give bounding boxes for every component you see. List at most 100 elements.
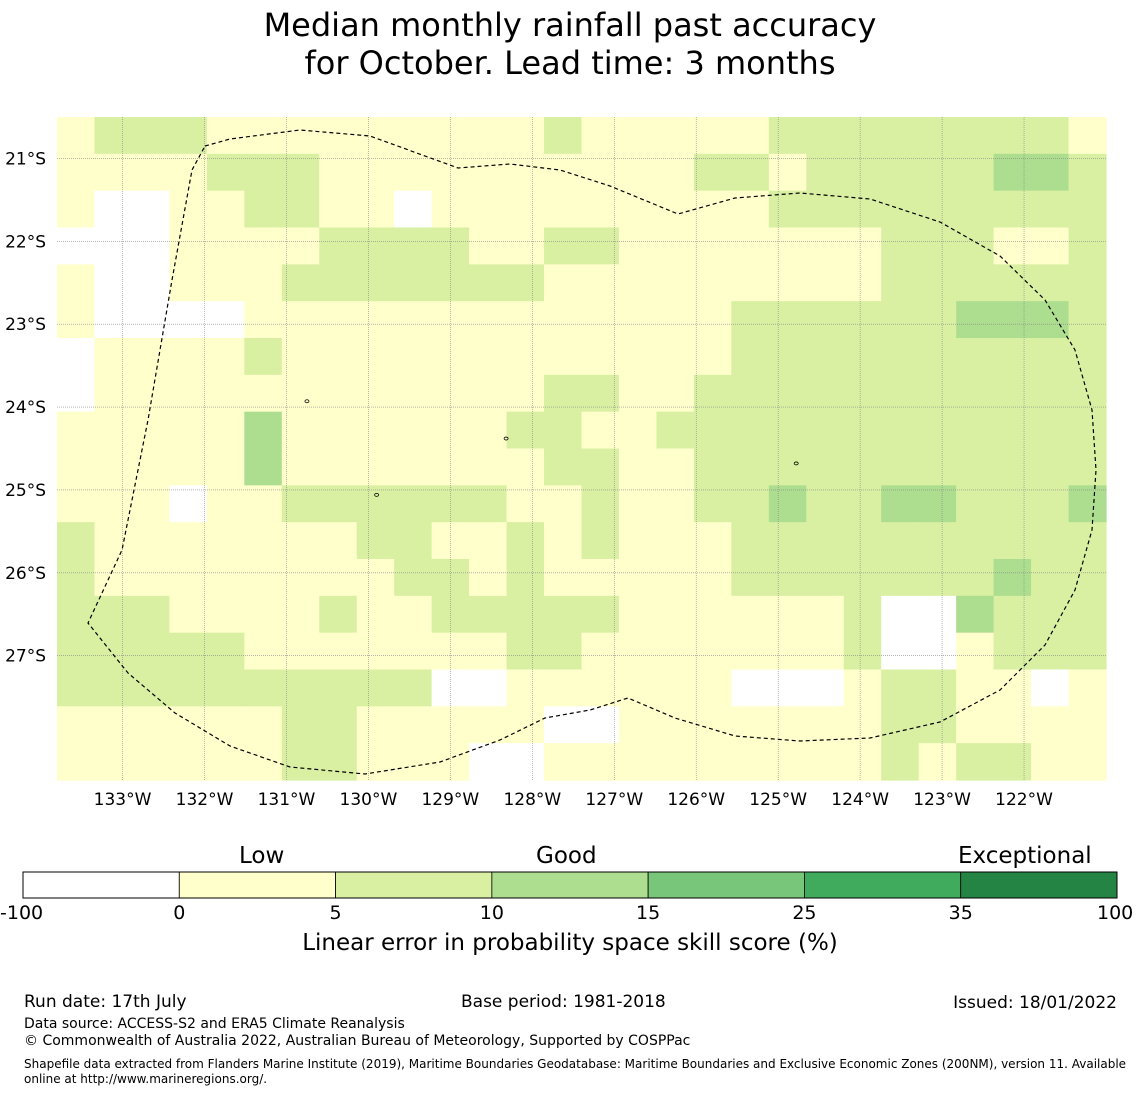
grid-cell — [768, 153, 807, 192]
grid-cell — [881, 264, 920, 302]
grid-cell — [506, 485, 545, 523]
grid-cell — [768, 595, 807, 634]
colorbar-label: Linear error in probability space skill … — [302, 930, 838, 956]
grid-cell — [394, 338, 433, 376]
grid-cell — [1068, 743, 1107, 781]
grid-cell — [469, 264, 508, 302]
grid-cell — [581, 669, 620, 707]
grid-cell — [131, 374, 170, 413]
grid-cell — [581, 227, 620, 265]
grid-cell — [918, 117, 957, 155]
grid-cell — [843, 743, 882, 781]
copyright: © Commonwealth of Australia 2022, Austra… — [24, 1033, 691, 1049]
grid-cell — [394, 522, 433, 560]
grid-cell — [169, 632, 208, 671]
x-tick-label: 125°W — [749, 790, 807, 810]
category-low: Low — [239, 843, 285, 869]
grid-cell — [506, 669, 545, 707]
grid-cell — [993, 669, 1032, 707]
grid-cell — [1068, 374, 1107, 413]
grid-cell — [206, 669, 245, 707]
grid-cell — [544, 743, 583, 781]
x-tick-label: 130°W — [340, 790, 398, 810]
grid-cell — [768, 743, 807, 781]
grid-cell — [1068, 669, 1107, 707]
grid-cell — [693, 264, 732, 302]
grid-cell — [169, 743, 208, 781]
y-tick-label: 24°S — [5, 398, 46, 418]
grid-cell — [506, 190, 545, 229]
grid-cell — [1068, 227, 1107, 265]
grid-cell — [881, 522, 920, 560]
grid-cell — [469, 338, 508, 376]
grid-cell — [843, 522, 882, 560]
grid-cell — [1031, 190, 1070, 229]
grid-cell — [94, 117, 133, 155]
grid-cell — [1031, 374, 1070, 413]
grid-cell — [581, 559, 620, 597]
grid-cell — [618, 153, 658, 192]
title-line-1: Median monthly rainfall past accuracy — [263, 6, 877, 44]
grid-cell — [806, 559, 845, 597]
grid-cell — [169, 301, 208, 339]
grid-cell — [281, 485, 320, 523]
grid-cell — [918, 301, 957, 339]
grid-cell — [1068, 595, 1107, 634]
grid-cell — [506, 264, 545, 302]
grid-cell — [806, 190, 845, 229]
grid-cell — [881, 559, 920, 597]
grid-cell — [768, 411, 807, 450]
grid-cell — [731, 264, 770, 302]
grid-cell — [169, 264, 208, 302]
grid-cell — [281, 595, 320, 634]
grid-cell — [394, 448, 433, 486]
grid-cell — [469, 448, 508, 486]
grid-cell — [244, 522, 283, 560]
grid-cell — [1068, 632, 1107, 671]
grid-cell — [881, 669, 920, 707]
grid-cell — [206, 153, 245, 192]
grid-cell — [768, 301, 807, 339]
grid-cell — [206, 411, 245, 450]
title-line-2: for October. Lead time: 3 months — [304, 44, 836, 82]
grid-cell — [956, 485, 995, 523]
colorbar-tick-label: 0 — [173, 902, 186, 924]
grid-cell — [244, 448, 283, 486]
colorbar-bin — [178, 871, 336, 899]
grid-cell — [356, 338, 395, 376]
grid-cell — [731, 743, 770, 781]
grid-cell — [731, 485, 770, 523]
grid-cell — [581, 153, 620, 192]
x-tick-label: 123°W — [913, 790, 971, 810]
grid-cell — [768, 522, 807, 560]
grid-cell — [843, 632, 882, 671]
grid-cell — [169, 190, 208, 229]
grid-cell — [618, 301, 658, 339]
grid-cell — [956, 743, 995, 781]
grid-cell — [206, 338, 245, 376]
grid-cell — [768, 448, 807, 486]
grid-cell — [394, 632, 433, 671]
grid-cell — [993, 595, 1032, 634]
grid-cell — [956, 632, 995, 671]
grid-cell — [57, 227, 96, 265]
grid-cell — [206, 559, 245, 597]
grid-cell — [94, 264, 133, 302]
grid-cell — [506, 706, 545, 744]
colorbar-bin — [647, 871, 805, 899]
grid-cell — [94, 374, 133, 413]
grid-cell — [881, 117, 920, 155]
grid-cell — [281, 117, 320, 155]
grid-cell — [1068, 190, 1107, 229]
grid-cell — [1031, 595, 1070, 634]
grid-cell — [244, 706, 283, 744]
grid-cell — [693, 559, 732, 597]
grid-cell — [693, 190, 732, 229]
grid-cell — [281, 743, 320, 781]
colorbar-bin — [335, 871, 493, 899]
grid-cell — [806, 153, 845, 192]
grid-cell — [206, 595, 245, 634]
grid-cell — [656, 485, 695, 523]
grid-cell — [993, 559, 1032, 597]
grid-cell — [806, 669, 845, 707]
